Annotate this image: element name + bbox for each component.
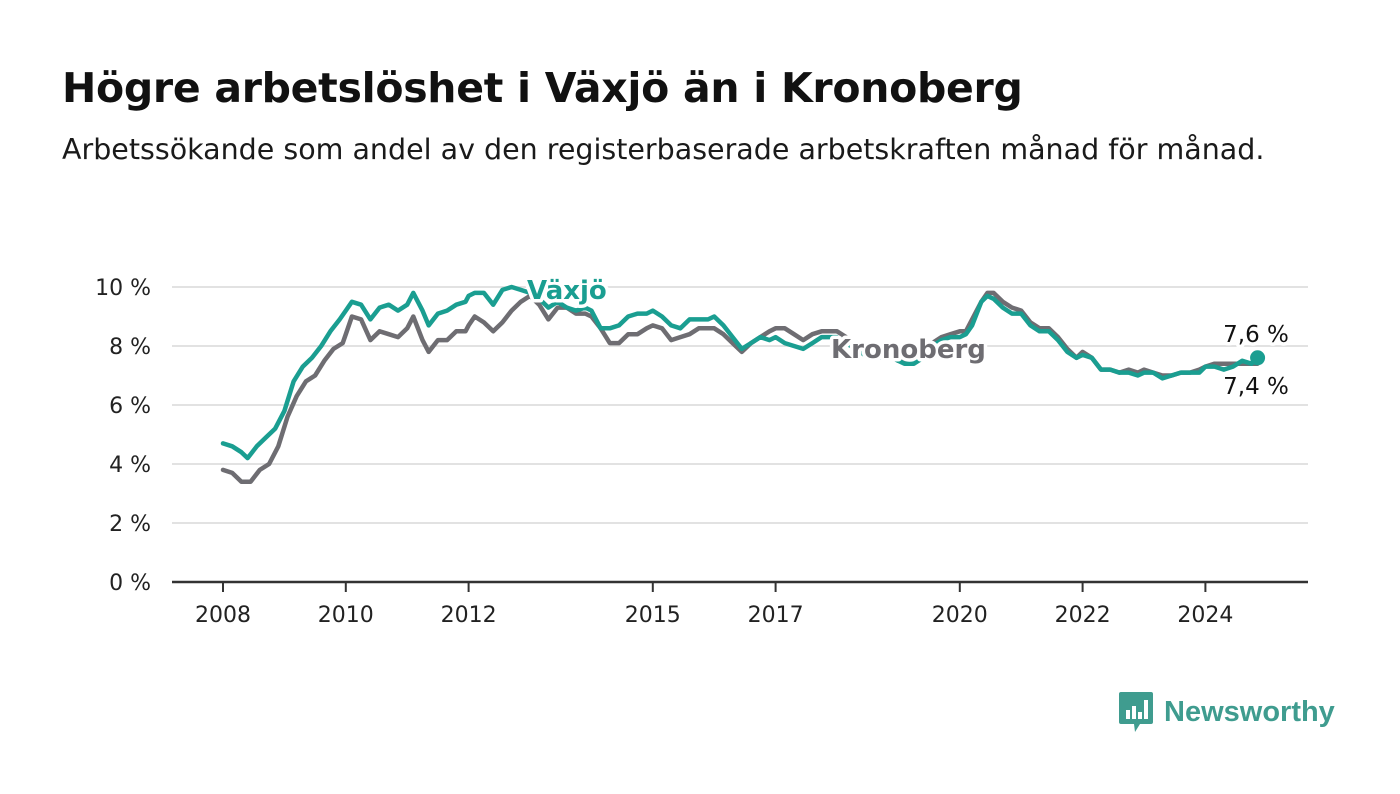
newsworthy-logo: Newsworthy xyxy=(1118,690,1335,734)
y-tick-label: 0 % xyxy=(109,571,151,596)
x-tick-label: 2015 xyxy=(625,603,681,628)
x-tick-label: 2024 xyxy=(1177,603,1233,628)
y-tick-label: 8 % xyxy=(109,335,151,360)
x-axis-ticks: 2008 2010 2012 2015 2017 2020 2022 2024 xyxy=(195,582,1233,628)
series-line-kronoberg xyxy=(220,290,1260,484)
x-tick-label: 2012 xyxy=(441,603,497,628)
x-tick-label: 2010 xyxy=(318,603,374,628)
y-tick-label: 2 % xyxy=(109,512,151,537)
end-point-marker xyxy=(1250,350,1266,366)
x-tick-label: 2017 xyxy=(748,603,804,628)
y-axis-ticks: 0 % 2 % 4 % 6 % 8 % 10 % xyxy=(95,276,151,596)
series-labels: Växjö Kronoberg 7,6 % 7,4 % xyxy=(524,273,1293,404)
brand-name: Newsworthy xyxy=(1164,695,1335,728)
chart-title: Högre arbetslöshet i Växjö än i Kronober… xyxy=(62,64,1023,112)
series-label-vaxjo: Växjö xyxy=(527,276,607,306)
x-tick-label: 2022 xyxy=(1055,603,1111,628)
end-label-kronoberg: 7,4 % xyxy=(1223,374,1289,400)
end-label-vaxjo: 7,6 % xyxy=(1223,322,1289,348)
series-line-vaxjo xyxy=(220,284,1260,461)
gridlines xyxy=(172,286,1308,584)
x-tick-label: 2008 xyxy=(195,603,251,628)
y-tick-label: 6 % xyxy=(109,394,151,419)
y-tick-label: 4 % xyxy=(109,453,151,478)
chart-subtitle: Arbetssökande som andel av den registerb… xyxy=(62,133,1265,166)
x-tick-label: 2020 xyxy=(932,603,988,628)
series-lines xyxy=(220,284,1266,484)
series-label-kronoberg: Kronoberg xyxy=(831,335,986,365)
y-tick-label: 10 % xyxy=(95,276,151,301)
newsworthy-icon xyxy=(1119,692,1153,732)
